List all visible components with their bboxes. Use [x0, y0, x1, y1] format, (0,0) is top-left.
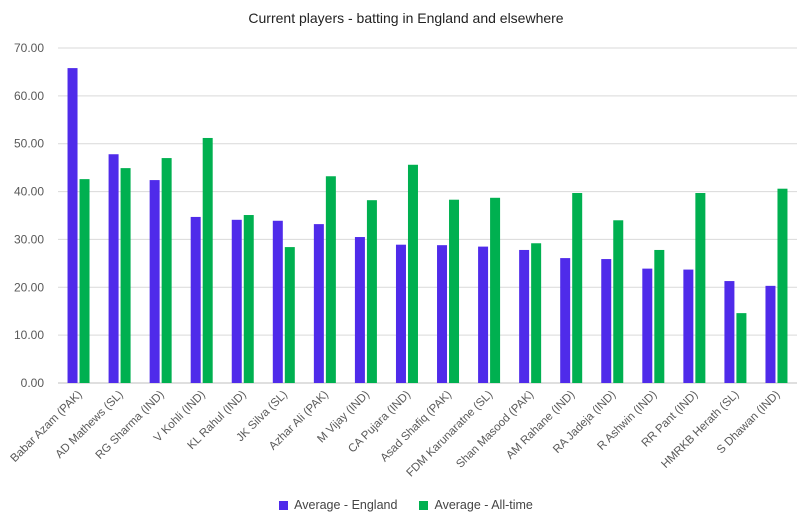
bar-england [478, 246, 489, 383]
bar-england [395, 244, 406, 383]
bar-england [231, 219, 242, 383]
chart-title: Current players - batting in England and… [248, 10, 564, 26]
bar-england [272, 220, 283, 383]
y-tick-label: 20.00 [14, 280, 44, 294]
y-axis-ticks: 0.00 10.00 20.00 30.00 40.00 50.00 60.00 70.00 [14, 41, 44, 390]
y-tick-label: 40.00 [14, 185, 44, 199]
bar-all-time [407, 164, 418, 383]
bar-england [190, 216, 201, 383]
y-tick-label: 50.00 [14, 137, 44, 151]
legend-item-all-time: Average - All-time [419, 498, 533, 512]
bar-england [765, 285, 776, 383]
bar-all-time [777, 188, 788, 383]
x-category-label: RG Sharma (IND) [94, 389, 167, 462]
y-tick-label: 0.00 [21, 376, 45, 390]
bar-all-time [613, 220, 624, 383]
bar-all-time [243, 215, 254, 383]
bar-all-time [284, 247, 295, 383]
bar-all-time [490, 197, 501, 383]
bar-all-time [79, 179, 90, 383]
bar-england [437, 245, 448, 383]
bar-england [642, 268, 653, 383]
gridlines [58, 47, 797, 384]
x-category-label: Asad Shafiq (PAK) [378, 389, 454, 465]
x-axis-labels: Babar Azam (PAK)AD Mathews (SL)RG Sharma… [9, 389, 783, 480]
x-category-label: AM Rahane (IND) [504, 389, 577, 462]
y-tick-label: 10.00 [14, 328, 44, 342]
y-tick-label: 60.00 [14, 89, 44, 103]
legend-swatch-england [279, 500, 289, 510]
bar-england [683, 269, 694, 383]
bar-england [149, 180, 160, 383]
legend-label-all-time: Average - All-time [434, 498, 533, 512]
bar-all-time [736, 313, 747, 383]
bar-england [519, 249, 530, 383]
bar-all-time [120, 168, 131, 383]
legend-swatch-all-time [419, 500, 429, 510]
bars [67, 68, 788, 383]
legend-label-england: Average - England [294, 498, 398, 512]
bar-all-time [531, 243, 542, 383]
y-tick-label: 30.00 [14, 232, 44, 246]
bar-england [601, 259, 612, 383]
bar-england [354, 237, 365, 383]
bar-all-time [449, 199, 460, 383]
x-category-label: HMRKB Herath (SL) [659, 389, 741, 471]
bar-all-time [366, 200, 377, 383]
x-category-label: Shan Masood (PAK) [454, 389, 536, 471]
bar-england [67, 68, 78, 383]
bar-england [560, 258, 571, 383]
bar-all-time [695, 193, 706, 383]
legend: Average - England Average - All-time [0, 498, 812, 512]
bar-all-time [161, 158, 172, 383]
bar-all-time [654, 249, 665, 383]
bar-all-time [202, 137, 213, 383]
x-category-label: Babar Azam (PAK) [9, 389, 85, 465]
bar-all-time [325, 176, 336, 383]
y-tick-label: 70.00 [14, 41, 44, 55]
bar-all-time [572, 193, 583, 383]
bar-england [108, 154, 119, 383]
legend-item-england: Average - England [279, 498, 397, 512]
bar-england [724, 281, 735, 383]
bar-england [313, 224, 324, 383]
